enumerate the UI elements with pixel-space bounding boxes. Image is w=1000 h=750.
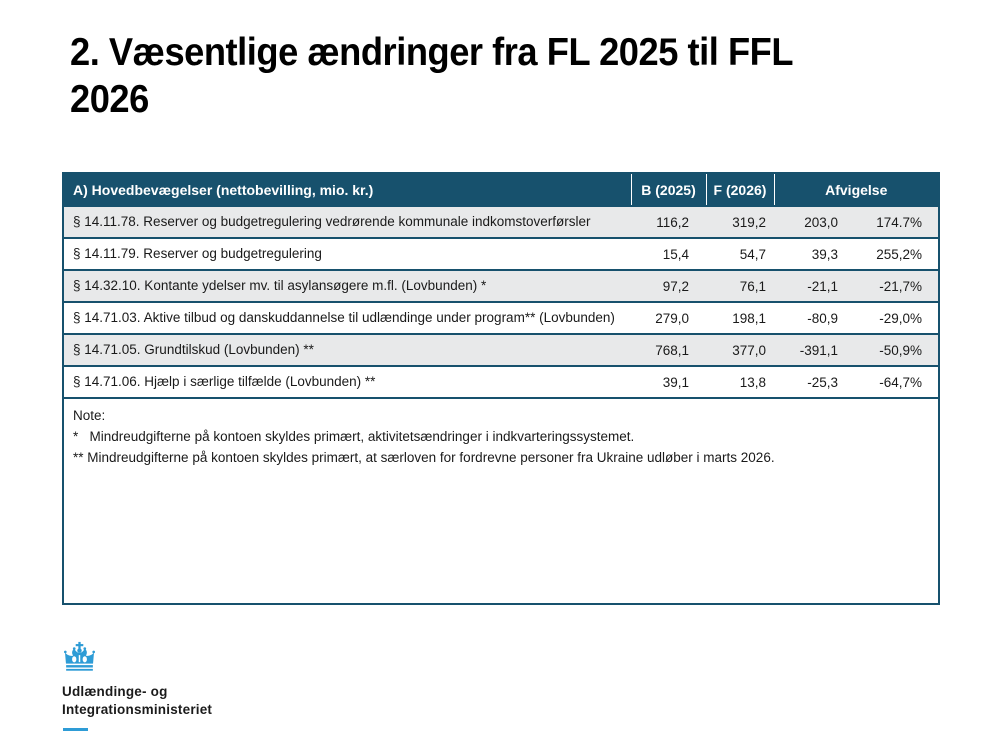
cell-afv-pct: -50,9%	[846, 333, 940, 367]
row-label: § 14.71.06. Hjælp i særlige tilfælde (Lo…	[62, 365, 631, 399]
cell-f2026: 13,8	[706, 365, 774, 399]
cell-afv-pct: -64,7%	[846, 365, 940, 399]
ministry-name-line1: Udlændinge- og	[62, 684, 168, 699]
ministry-logo: Udlændinge- og Integrationsministeriet	[62, 640, 282, 732]
cell-b2025: 116,2	[631, 205, 706, 239]
cell-afv-pct: -29,0%	[846, 301, 940, 335]
cell-afv-abs: -80,9	[774, 301, 846, 335]
page-title-line1: 2. Væsentlige ændringer fra FL 2025 til …	[70, 31, 794, 74]
cell-b2025: 279,0	[631, 301, 706, 335]
cell-f2026: 198,1	[706, 301, 774, 335]
column-header-b2025: B (2025)	[630, 172, 706, 207]
cell-afv-abs: 39,3	[774, 237, 846, 271]
table-row: § 14.11.79. Reserver og budgetregulering…	[62, 237, 940, 271]
row-label: § 14.32.10. Kontante ydelser mv. til asy…	[62, 269, 631, 303]
note-row: Note: * Mindreudgifterne på kontoen skyl…	[62, 397, 940, 605]
cell-f2026: 319,2	[706, 205, 774, 239]
table-row: § 14.32.10. Kontante ydelser mv. til asy…	[62, 269, 940, 303]
note-title: Note:	[73, 408, 106, 423]
cell-f2026: 54,7	[706, 237, 774, 271]
table-row: § 14.71.06. Hjælp i særlige tilfælde (Lo…	[62, 365, 940, 399]
column-header-afvigelse: Afvigelse	[773, 172, 940, 207]
cell-f2026: 76,1	[706, 269, 774, 303]
column-header-f2026: F (2026)	[705, 172, 774, 207]
table-row: § 14.71.03. Aktive tilbud og danskuddann…	[62, 301, 940, 335]
cell-afv-abs: -21,1	[774, 269, 846, 303]
ministry-name: Udlændinge- og Integrationsministeriet	[62, 683, 282, 718]
row-label: § 14.11.79. Reserver og budgetregulering	[62, 237, 631, 271]
cell-afv-pct: 174.7%	[846, 205, 940, 239]
cell-afv-abs: -25,3	[774, 365, 846, 399]
page-title: 2. Væsentlige ændringer fra FL 2025 til …	[70, 30, 870, 124]
table-header-row: A) Hovedbevægelser (nettobevilling, mio.…	[62, 172, 940, 207]
budget-table: A) Hovedbevægelser (nettobevilling, mio.…	[62, 172, 940, 605]
logo-underline	[63, 728, 88, 732]
cell-f2026: 377,0	[706, 333, 774, 367]
note-line-single-asterisk: * Mindreudgifterne på kontoen skyldes pr…	[73, 428, 635, 444]
column-header-hovedbevaegelser: A) Hovedbevægelser (nettobevilling, mio.…	[62, 172, 631, 207]
row-label: § 14.71.03. Aktive tilbud og danskuddann…	[62, 301, 631, 335]
cell-afv-pct: 255,2%	[846, 237, 940, 271]
row-label: § 14.71.05. Grundtilskud (Lovbunden) **	[62, 333, 631, 367]
crown-icon	[63, 641, 96, 671]
row-label: § 14.11.78. Reserver og budgetregulering…	[62, 205, 631, 239]
cell-b2025: 15,4	[631, 237, 706, 271]
table-body: § 14.11.78. Reserver og budgetregulering…	[62, 205, 940, 399]
cell-b2025: 97,2	[631, 269, 706, 303]
table-row: § 14.71.05. Grundtilskud (Lovbunden) ** 7…	[62, 333, 940, 367]
page-title-line2: 2026	[70, 77, 149, 121]
cell-b2025: 39,1	[631, 365, 706, 399]
note-line-double-asterisk: ** Mindreudgifterne på kontoen skyldes p…	[73, 449, 775, 465]
table-row: § 14.11.78. Reserver og budgetregulering…	[62, 205, 940, 239]
cell-afv-abs: 203,0	[774, 205, 846, 239]
cell-afv-abs: -391,1	[774, 333, 846, 367]
note-cell: Note: * Mindreudgifterne på kontoen skyl…	[62, 397, 940, 605]
cell-afv-pct: -21,7%	[846, 269, 940, 303]
budget-table-container: A) Hovedbevægelser (nettobevilling, mio.…	[62, 172, 940, 605]
ministry-name-line2: Integrationsministeriet	[62, 701, 213, 717]
cell-b2025: 768,1	[631, 333, 706, 367]
